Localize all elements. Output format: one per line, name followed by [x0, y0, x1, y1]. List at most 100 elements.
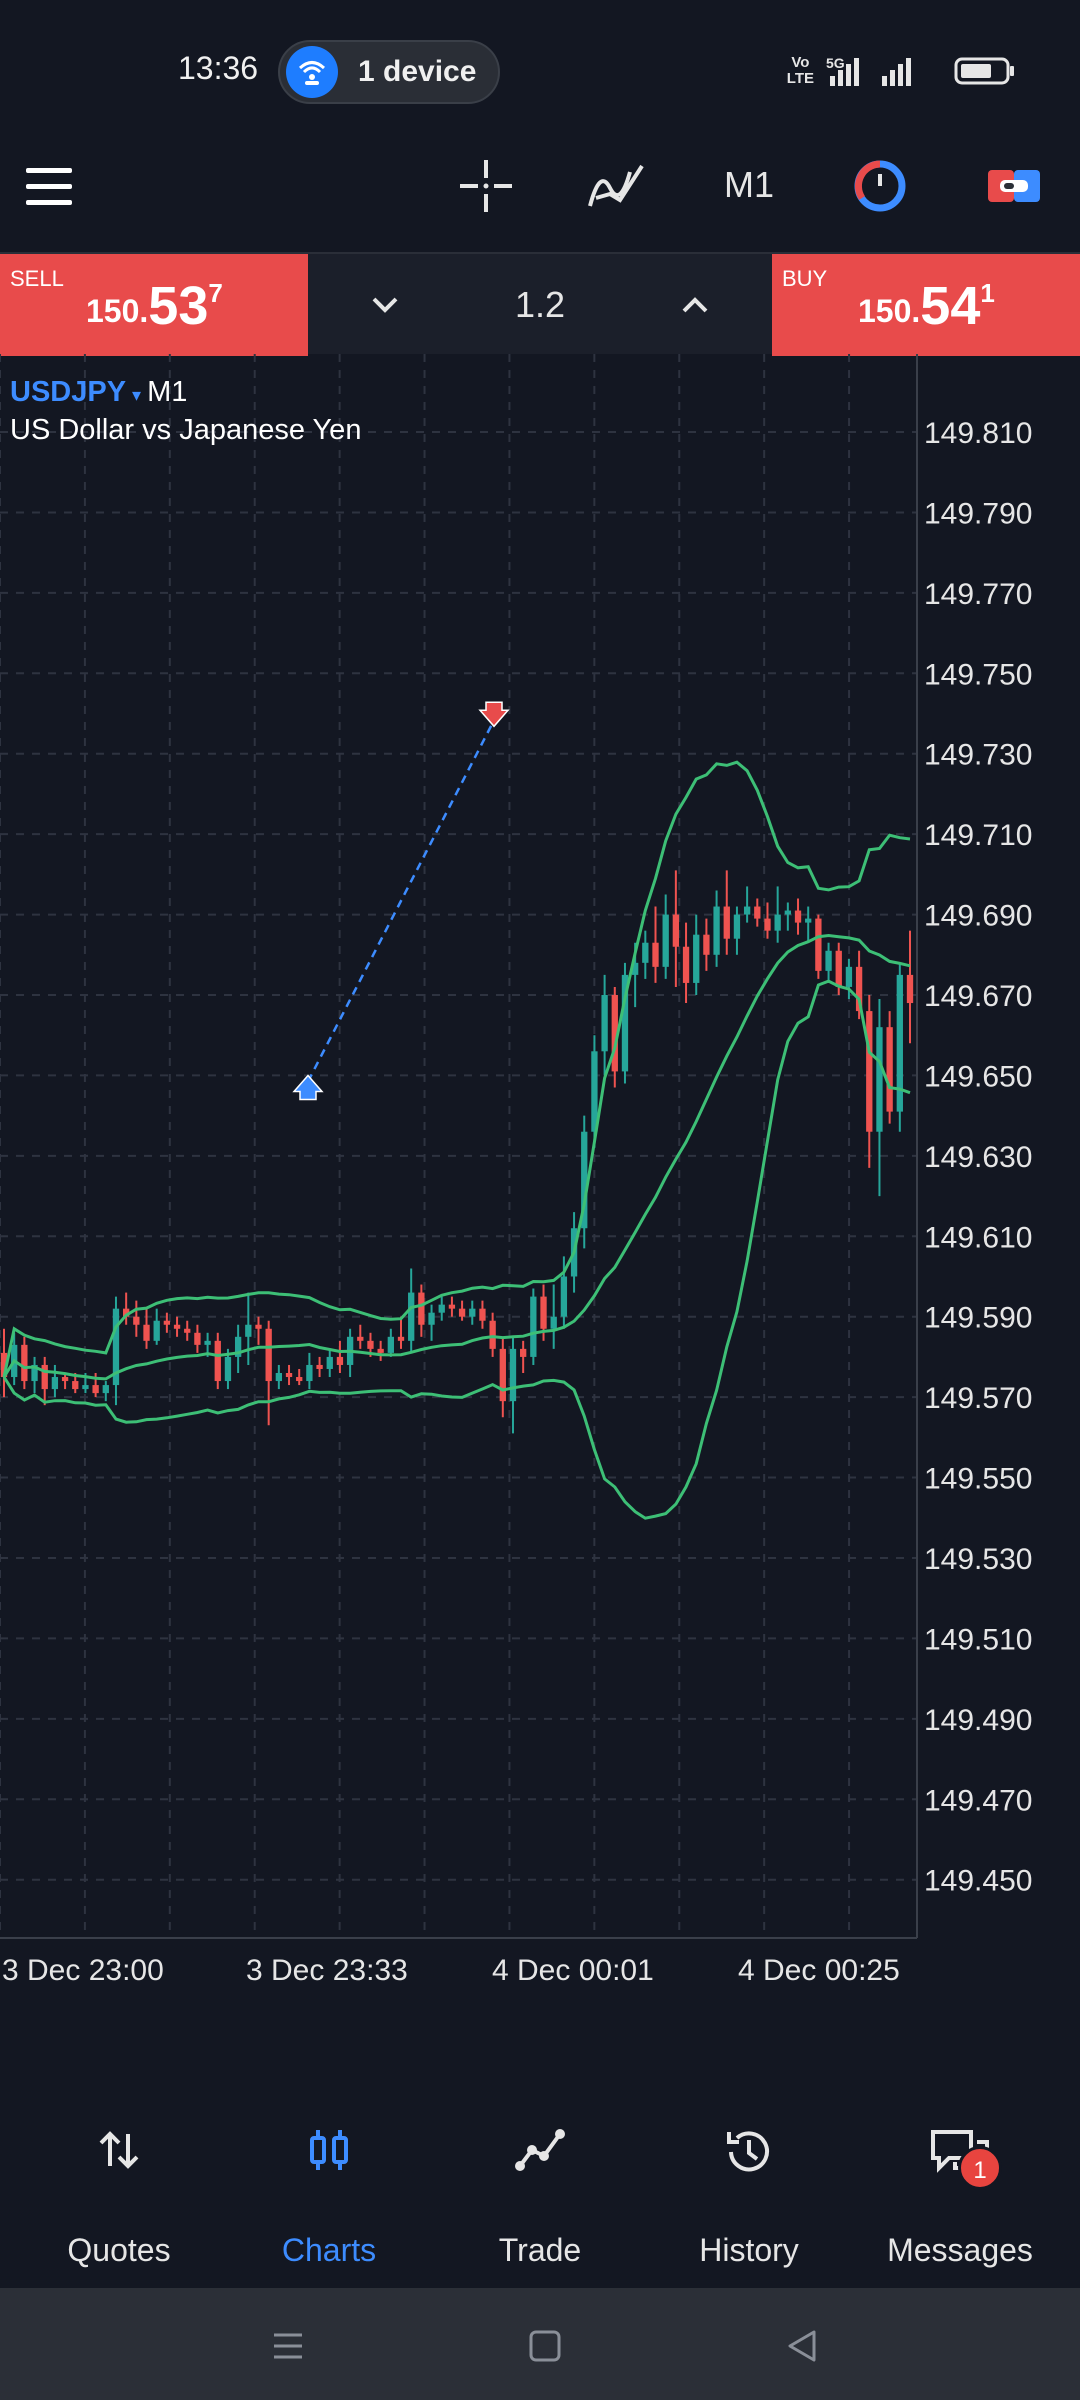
recent-apps-icon[interactable]: [258, 2318, 318, 2374]
candle-body: [489, 1320, 496, 1349]
candle-body: [815, 918, 822, 971]
symbol-name: USDJPY: [10, 376, 127, 408]
candle-body: [306, 1364, 313, 1382]
candle-body: [794, 910, 802, 923]
charts-candles-icon: [221, 2126, 437, 2186]
x-tick-label: 4 Dec 00:25: [738, 1954, 900, 1987]
candle-body: [764, 918, 771, 931]
price-chart[interactable]: 149.810 149.790 149.770 149.750 149.730 149.7…: [0, 354, 1080, 2086]
sell-price: 150. 53 7: [86, 276, 223, 336]
candle-body: [499, 1348, 506, 1402]
home-icon[interactable]: [515, 2318, 575, 2374]
candle-body: [367, 1340, 374, 1349]
caret-down-icon: ▾: [132, 385, 142, 405]
x-tick-label: 3 Dec 23:00: [2, 1954, 164, 1987]
candle-body: [51, 1377, 59, 1390]
nav-label-charts: Charts: [281, 2232, 377, 2268]
volume-decrease-button[interactable]: [360, 280, 410, 330]
candle-body: [194, 1332, 201, 1345]
candle-body: [316, 1364, 323, 1369]
y-tick-label: 149.590: [924, 1302, 1032, 1335]
trade-panel: SELL 150. 53 7 1.2 BUY 150. 54 1: [0, 252, 1080, 356]
crosshair-icon[interactable]: [454, 154, 518, 218]
candle-body: [805, 918, 812, 923]
x-tick-label: 3 Dec 23:33: [246, 1954, 408, 1987]
candle-body: [611, 994, 618, 1072]
candle-body: [31, 1364, 38, 1382]
system-navigation-bar: [0, 2288, 1080, 2400]
candle-body: [703, 934, 710, 955]
volume-value[interactable]: 1.2: [514, 284, 566, 325]
candle-body: [163, 1320, 171, 1325]
candle-body: [540, 1296, 547, 1329]
candle-body: [530, 1296, 537, 1357]
device-pill-label: 1 device: [358, 55, 477, 88]
candle-body: [906, 974, 914, 1004]
one-click-trading-icon[interactable]: [982, 154, 1046, 218]
nav-history[interactable]: History: [641, 2086, 857, 2288]
candle-body: [866, 1011, 873, 1132]
candle-body: [112, 1308, 120, 1386]
y-tick-label: 149.730: [924, 739, 1032, 772]
volume-increase-button[interactable]: [670, 280, 720, 330]
nav-label-trade: Trade: [498, 2232, 582, 2268]
y-tick-label: 149.450: [924, 1865, 1032, 1898]
timeframe-button[interactable]: M1: [724, 164, 775, 205]
candle-body: [61, 1377, 69, 1382]
sell-button[interactable]: SELL 150. 53 7: [0, 254, 308, 356]
candle-body: [0, 1352, 8, 1378]
candle-body: [184, 1328, 191, 1333]
buy-label: BUY: [782, 266, 828, 291]
y-tick-label: 149.550: [924, 1463, 1032, 1496]
messages-badge: 1: [958, 2146, 1002, 2190]
candle-body: [296, 1377, 303, 1382]
nav-trade[interactable]: Trade: [432, 2086, 648, 2288]
candle-body: [845, 966, 853, 987]
nav-label-quotes: Quotes: [67, 2232, 171, 2268]
candle-body: [876, 1027, 883, 1132]
indicators-icon[interactable]: [584, 154, 648, 218]
symbol-timeframe: M1: [147, 376, 188, 408]
y-tick-label: 149.790: [924, 497, 1032, 530]
status-bar: 13:36 1 device Vo LTE 5G: [0, 0, 1080, 140]
candle-body: [520, 1348, 527, 1357]
candle-body: [92, 1385, 99, 1394]
status-time: 13:36: [178, 50, 259, 86]
y-tick-label: 149.710: [924, 819, 1032, 852]
candle-body: [21, 1344, 28, 1382]
candle-body: [581, 1131, 588, 1229]
y-tick-label: 149.490: [924, 1704, 1032, 1737]
chart-area[interactable]: 149.810 149.790 149.770 149.750 149.730 149.7…: [0, 354, 1080, 2086]
wifi-icon: [286, 46, 338, 98]
nav-label-history: History: [699, 2232, 799, 2268]
candle-body: [672, 914, 680, 947]
symbol-description: US Dollar vs Japanese Yen: [10, 414, 362, 446]
sell-label: SELL: [10, 266, 64, 291]
candle-body: [123, 1308, 130, 1317]
candle-body: [560, 1276, 568, 1317]
timer-icon[interactable]: [848, 154, 912, 218]
band-upper-line: [2, 760, 911, 1378]
buy-button[interactable]: BUY 150. 54 1: [772, 254, 1080, 356]
history-clock-icon: [641, 2126, 857, 2186]
back-icon[interactable]: [772, 2318, 832, 2374]
candle-body: [886, 1027, 893, 1112]
candle-body: [377, 1348, 384, 1353]
candle-body: [784, 910, 791, 915]
menu-icon[interactable]: [26, 168, 74, 208]
nav-messages[interactable]: Messages: [852, 2086, 1068, 2288]
y-tick-label: 149.470: [924, 1784, 1032, 1817]
battery-icon: [954, 57, 1014, 85]
device-connection-pill[interactable]: 1 device: [278, 40, 500, 104]
symbol-selector[interactable]: USDJPY ▾ M1: [10, 376, 187, 409]
candle-body: [245, 1324, 252, 1337]
candle-body: [754, 906, 761, 919]
volte-icon: Vo LTE: [786, 54, 814, 87]
y-tick-label: 149.610: [924, 1221, 1032, 1254]
y-tick-label: 149.810: [924, 417, 1032, 450]
candle-body: [153, 1320, 160, 1341]
candle-body: [621, 974, 629, 1072]
candle-body: [438, 1304, 445, 1313]
nav-quotes[interactable]: Quotes: [11, 2086, 227, 2288]
nav-charts[interactable]: Charts: [221, 2086, 437, 2288]
